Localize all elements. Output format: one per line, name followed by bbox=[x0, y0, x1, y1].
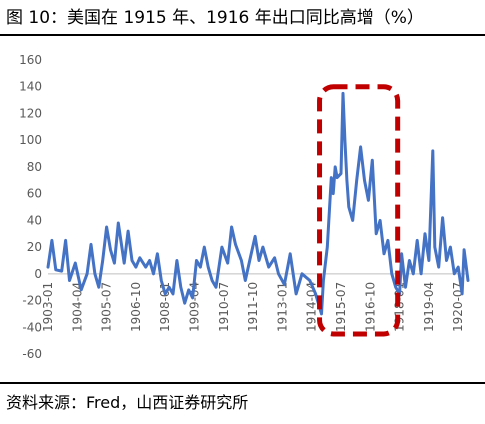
y-tick-label: 40 bbox=[27, 213, 42, 227]
figure-title: 图 10：美国在 1915 年、1916 年出口同比高增（%） bbox=[6, 8, 424, 28]
series-line bbox=[46, 91, 470, 316]
highlight-box bbox=[317, 84, 401, 337]
y-tick-label: 120 bbox=[19, 106, 42, 120]
y-tick-label: 140 bbox=[19, 80, 42, 94]
x-tick-label: 1915-07 bbox=[334, 282, 348, 332]
y-tick-label: 20 bbox=[27, 240, 42, 254]
x-tick-label: 1916-10 bbox=[363, 282, 377, 332]
y-tick-label: 80 bbox=[27, 160, 42, 174]
source-note: 资料来源：Fred，山西证券研究所 bbox=[6, 393, 249, 412]
x-tick-label: 1906-10 bbox=[129, 282, 143, 332]
top-rule bbox=[0, 34, 485, 36]
y-tick-label: 160 bbox=[19, 53, 42, 67]
x-axis-ticks: 1903-01 1904-04 1905-07 1906-10 1908-01 1909-… bbox=[41, 282, 465, 332]
x-tick-label: 1908-01 bbox=[158, 282, 172, 332]
x-tick-label: 1903-01 bbox=[41, 282, 55, 332]
y-axis-ticks: -60 -40 -20 0 20 40 60 80 100 120 140 160 bbox=[19, 53, 42, 361]
x-tick-label: 1914-04 bbox=[305, 282, 319, 332]
bottom-rule bbox=[0, 382, 485, 384]
x-tick-label: 1919-04 bbox=[422, 282, 436, 332]
y-tick-label: -20 bbox=[22, 294, 42, 308]
x-tick-label: 1911-10 bbox=[246, 282, 260, 332]
x-tick-label: 1913-01 bbox=[275, 282, 289, 332]
y-tick-label: 0 bbox=[34, 267, 42, 281]
y-tick-label: 60 bbox=[27, 187, 42, 201]
y-tick-label: -40 bbox=[22, 320, 42, 334]
line-chart: -60 -40 -20 0 20 40 60 80 100 120 140 160 1903-01 19… bbox=[19, 53, 470, 361]
x-tick-label: 1904-04 bbox=[70, 282, 84, 332]
y-tick-label: 100 bbox=[19, 133, 42, 147]
x-tick-label: 1905-07 bbox=[100, 282, 114, 332]
x-tick-label: 1910-07 bbox=[217, 282, 231, 332]
y-tick-label: -60 bbox=[22, 347, 42, 361]
